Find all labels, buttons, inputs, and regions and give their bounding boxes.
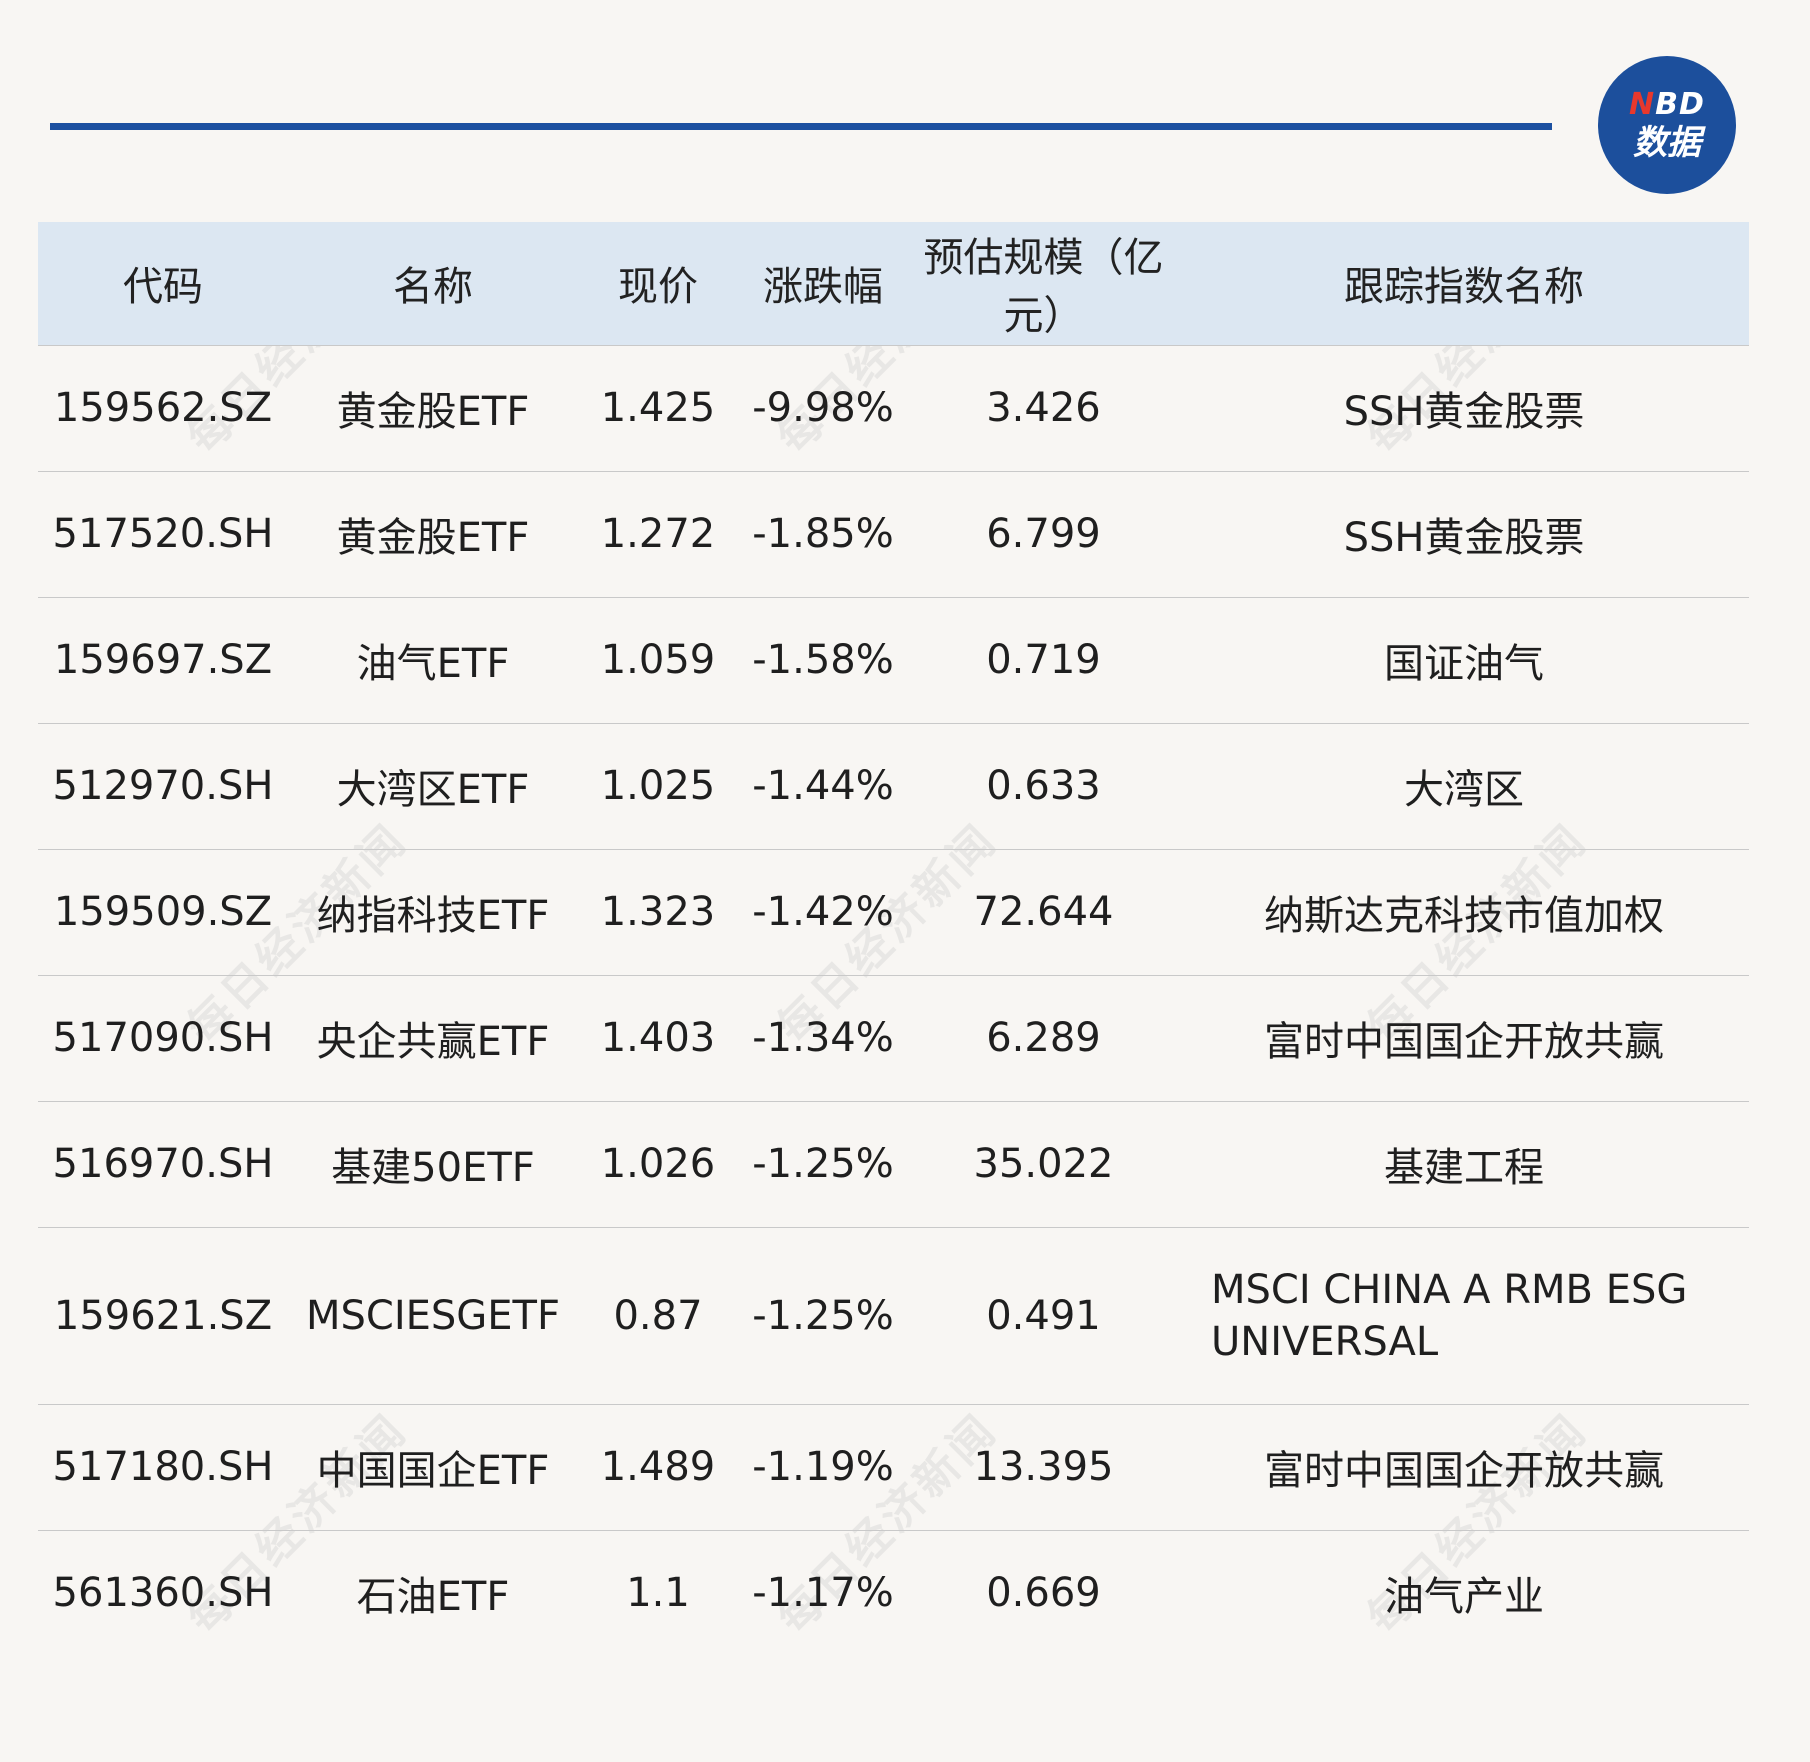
code-cell: 517180.SH [52,1444,274,1490]
column-header: 预估规模（亿元） [923,235,1164,340]
price-cell: 1.272 [600,511,716,557]
table-row: 516970.SH 基建50ETF 1.026 -1.25% 35.022 基建工程 [38,1101,1749,1227]
scale-cell: 13.395 [973,1444,1114,1490]
price-cell: 0.87 [613,1292,703,1339]
table-row: 517090.SH 央企共赢ETF 1.403 -1.34% 6.289 富时中国国企开放… [38,975,1749,1101]
name-cell: 油气ETF [356,641,510,687]
column-header: 跟踪指数名称 [1344,264,1584,311]
name-cell: 中国国企ETF [316,1448,550,1494]
table-row: 517520.SH 黄金股ETF 1.272 -1.85% 6.799 SSH黄金股票 [38,471,1749,597]
nbd-logo: NBD 数据 [1598,56,1736,194]
code-cell: 159697.SZ [53,637,273,683]
price-cell: 1.323 [600,889,716,935]
column-header: 名称 [393,264,473,311]
change-cell: -1.42% [752,889,894,935]
name-cell: 黄金股ETF [336,389,530,435]
name-cell: 纳指科技ETF [316,893,550,939]
top-rule [50,123,1552,130]
column-header: 现价 [618,264,698,311]
scale-cell: 72.644 [973,889,1114,935]
price-cell: 1.059 [600,637,716,683]
column-header: 涨跌幅 [763,264,883,311]
table-row: 512970.SH 大湾区ETF 1.025 -1.44% 0.633 大湾区 [38,723,1749,849]
name-cell: 石油ETF [356,1574,510,1621]
scale-cell: 0.491 [986,1292,1101,1339]
table-row: 561360.SH 石油ETF 1.1 -1.17% 0.669 油气产业 [38,1530,1749,1656]
etf-table: 代码 名称 现价 涨跌幅 预估规模（亿元） 跟踪指数名称 159562.SZ 黄金股ETF 1… [38,222,1749,1656]
change-cell: -9.98% [752,385,894,431]
index-cell: SSH黄金股票 [1343,389,1585,435]
code-cell: 516970.SH [52,1141,274,1187]
price-cell: 1.025 [600,763,716,809]
table-row: 517180.SH 中国国企ETF 1.489 -1.19% 13.395 富时中国国企开… [38,1404,1749,1530]
code-cell: 517090.SH [52,1015,274,1061]
index-cell: 基建工程 [1384,1145,1544,1191]
index-cell: SSH黄金股票 [1343,515,1585,561]
scale-cell: 0.633 [986,763,1101,809]
name-cell: MSCIESGETF [305,1292,560,1339]
table-header-row: 代码 名称 现价 涨跌幅 预估规模（亿元） 跟踪指数名称 [38,222,1749,345]
index-cell: 大湾区 [1404,767,1524,813]
column-header: 代码 [123,264,203,311]
index-cell: 富时中国国企开放共赢 [1264,1448,1664,1494]
change-cell: -1.44% [752,763,894,809]
scale-cell: 6.799 [986,511,1101,557]
name-cell: 央企共赢ETF [316,1019,550,1065]
code-cell: 512970.SH [52,763,274,809]
table-row: 159509.SZ 纳指科技ETF 1.323 -1.42% 72.644 纳斯达克科技市… [38,849,1749,975]
code-cell: 517520.SH [52,511,274,557]
name-cell: 大湾区ETF [336,767,530,813]
index-cell: 油气产业 [1384,1574,1544,1621]
change-cell: -1.17% [752,1570,894,1617]
index-cell: 国证油气 [1384,641,1544,687]
change-cell: -1.25% [752,1141,894,1187]
index-cell: 富时中国国企开放共赢 [1264,1019,1664,1065]
change-cell: -1.34% [752,1015,894,1061]
code-cell: 561360.SH [52,1570,274,1617]
scale-cell: 0.719 [986,637,1101,683]
code-cell: 159621.SZ [53,1292,273,1339]
name-cell: 基建50ETF [331,1145,535,1191]
table-row: 159697.SZ 油气ETF 1.059 -1.58% 0.719 国证油气 [38,597,1749,723]
change-cell: -1.85% [752,511,894,557]
scale-cell: 3.426 [986,385,1101,431]
index-cell: MSCI CHINA A RMB ESG UNIVERSAL [1211,1266,1688,1365]
change-cell: -1.58% [752,637,894,683]
code-cell: 159509.SZ [53,889,273,935]
price-cell: 1.489 [600,1444,716,1490]
price-cell: 1.026 [600,1141,716,1187]
price-cell: 1.403 [600,1015,716,1061]
name-cell: 黄金股ETF [336,515,530,561]
change-cell: -1.19% [752,1444,894,1490]
price-cell: 1.425 [600,385,716,431]
table-body: 159562.SZ 黄金股ETF 1.425 -9.98% 3.426 SSH黄金股票 51… [38,345,1749,1656]
index-cell: 纳斯达克科技市值加权 [1264,893,1664,939]
scale-cell: 0.669 [986,1570,1101,1617]
code-cell: 159562.SZ [53,385,273,431]
price-cell: 1.1 [626,1570,690,1617]
table-row: 159562.SZ 黄金股ETF 1.425 -9.98% 3.426 SSH黄金股票 [38,345,1749,471]
scale-cell: 6.289 [986,1015,1101,1061]
table-row: 159621.SZ MSCIESGETF 0.87 -1.25% 0.491 MSCI C… [38,1227,1749,1404]
change-cell: -1.25% [752,1292,894,1339]
scale-cell: 35.022 [973,1141,1114,1187]
